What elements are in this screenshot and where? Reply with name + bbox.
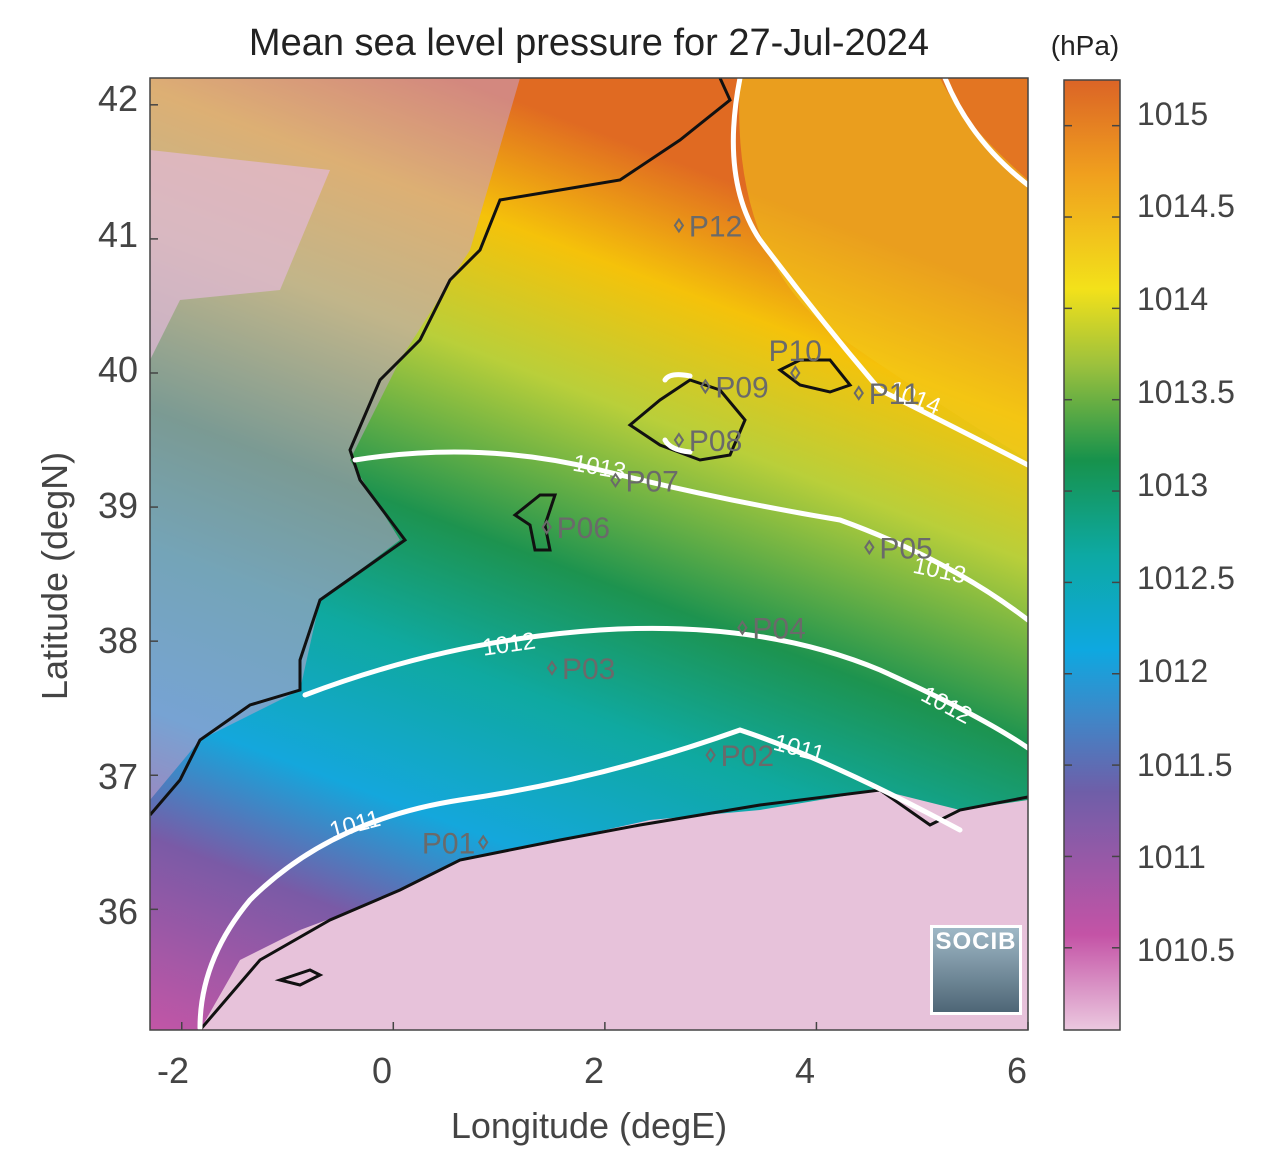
station-p03: P03 (546, 653, 615, 686)
x-tick-label: 0 (371, 1050, 393, 1091)
station-label: P02 (721, 740, 774, 773)
figure-title: Mean sea level pressure for 27-Jul-2024 (248, 22, 930, 64)
station-p01: P01 (422, 827, 489, 860)
y-tick-label: 38 (97, 620, 138, 661)
station-p02: P02 (705, 740, 774, 773)
x-axis-label: Longitude (degE) (450, 1105, 728, 1146)
station-p11: P11 (853, 378, 920, 411)
station-marker (853, 385, 864, 401)
colorbar-units: (hPa) (1050, 30, 1120, 61)
socib-logo: SOCIB (930, 925, 1022, 1015)
y-tick-label: 36 (97, 891, 138, 932)
station-p05: P05 (864, 532, 933, 565)
colorbar-tick-label: 1013 (1137, 467, 1209, 503)
colorbar-tick-label: 1014 (1137, 281, 1209, 317)
colorbar-tick-label: 1012 (1137, 653, 1209, 689)
colorbar-tick-label: 1012.5 (1137, 560, 1235, 596)
logo-text: SOCIB (935, 928, 1017, 955)
y-tick-label: 42 (97, 78, 138, 119)
station-p09: P09 (700, 371, 769, 404)
station-p10: P10 (769, 335, 822, 381)
y-tick-label: 40 (97, 349, 138, 390)
station-p04: P04 (737, 613, 806, 646)
colorbar-tick-label: 1014.5 (1137, 188, 1235, 224)
station-label: P03 (562, 653, 615, 686)
station-label: P08 (689, 425, 742, 458)
station-label: P07 (625, 465, 678, 498)
station-marker (546, 660, 558, 676)
station-label: P04 (752, 613, 805, 646)
plot-frame (149, 77, 1029, 1031)
station-label: P09 (715, 371, 768, 404)
station-label: P11 (869, 378, 920, 411)
colorbar (1063, 79, 1121, 1031)
station-label: P06 (557, 512, 610, 545)
station-p12: P12 (673, 210, 742, 243)
station-marker (790, 365, 801, 381)
station-label: P05 (879, 532, 932, 565)
x-tick-label: 6 (1006, 1050, 1028, 1091)
station-p08: P08 (673, 425, 742, 458)
map-field (150, 78, 1028, 1030)
y-tick-label: 37 (97, 756, 138, 797)
station-marker (478, 834, 489, 851)
station-marker (673, 432, 685, 448)
x-tick-label: 2 (583, 1050, 605, 1091)
colorbar-tick-label: 1010.5 (1137, 932, 1235, 968)
colorbar-ticks (1064, 124, 1120, 949)
colorbar-tick-label: 1011.5 (1137, 747, 1233, 783)
station-marker (610, 472, 621, 489)
contours (197, 78, 1028, 1030)
colorbar-tick-label: 1013.5 (1137, 374, 1235, 410)
station-marker (737, 619, 748, 636)
station-marker (705, 747, 716, 763)
station-marker (541, 519, 552, 535)
station-marker (864, 539, 875, 556)
station-label: P10 (769, 335, 822, 368)
station-p06: P06 (541, 512, 610, 545)
station-marker (700, 378, 711, 395)
y-tick-label: 39 (97, 485, 138, 526)
station-p07: P07 (610, 465, 679, 498)
station-label: P12 (689, 210, 742, 243)
colorbar-tick-label: 1011 (1137, 839, 1206, 875)
y-axis-label: Latitude (degN) (34, 451, 75, 701)
x-tick-label: -2 (156, 1050, 189, 1091)
axis-tick-marks (150, 104, 1029, 1030)
y-tick-label: 41 (97, 214, 138, 255)
station-marker (673, 217, 685, 234)
station-label: P01 (422, 827, 475, 860)
colorbar-tick-label: 1015 (1137, 96, 1209, 132)
x-tick-label: 4 (794, 1050, 816, 1091)
